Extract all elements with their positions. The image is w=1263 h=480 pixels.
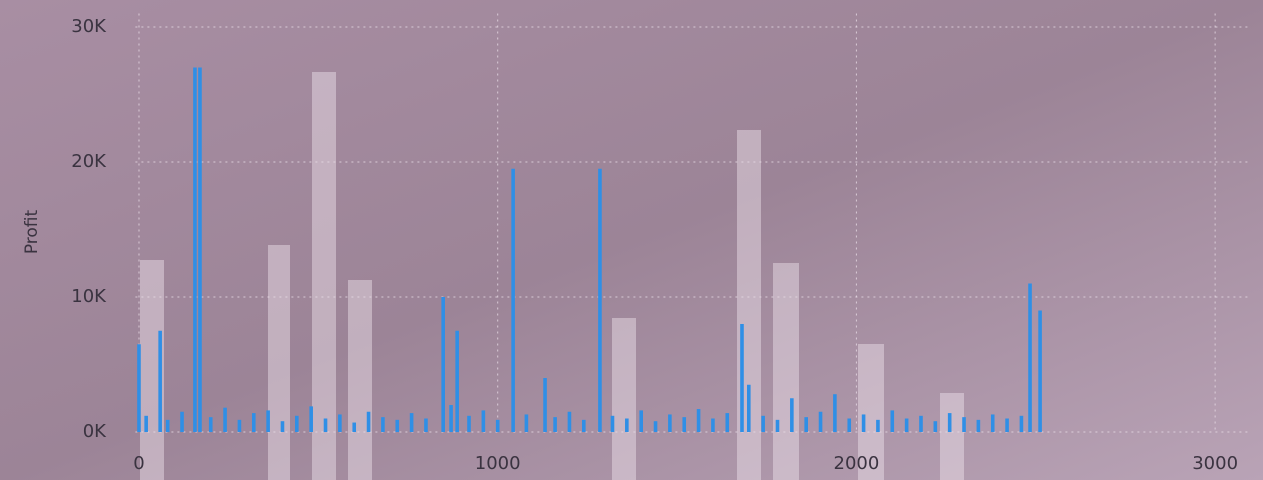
bar bbox=[581, 419, 586, 432]
bar bbox=[833, 394, 837, 432]
bar bbox=[919, 415, 923, 432]
bar bbox=[295, 415, 299, 432]
bar bbox=[933, 421, 938, 432]
bar bbox=[639, 410, 643, 432]
bar bbox=[208, 417, 213, 432]
bar bbox=[696, 409, 701, 432]
bar bbox=[747, 384, 751, 432]
deco-bar bbox=[858, 344, 884, 480]
x-tick-label: 1000 bbox=[475, 453, 521, 474]
bar bbox=[198, 67, 202, 432]
deco-bar bbox=[773, 263, 799, 480]
y-tick-label: 30K bbox=[71, 16, 107, 37]
bar bbox=[467, 415, 471, 432]
deco-bar bbox=[348, 280, 372, 480]
y-tick-label: 0K bbox=[83, 421, 107, 442]
bar bbox=[947, 413, 952, 432]
bar bbox=[553, 417, 557, 432]
bar bbox=[495, 419, 500, 432]
y-tick-label: 20K bbox=[71, 151, 107, 172]
bar bbox=[338, 414, 342, 432]
deco-bar bbox=[312, 72, 336, 480]
bar bbox=[266, 410, 270, 432]
bar bbox=[366, 411, 371, 432]
bar bbox=[223, 407, 227, 432]
bar bbox=[449, 405, 453, 432]
bar bbox=[158, 330, 162, 432]
y-tick-label: 10K bbox=[71, 286, 107, 307]
bar bbox=[653, 421, 658, 432]
bar bbox=[137, 344, 141, 432]
bar bbox=[144, 415, 148, 432]
bar bbox=[481, 410, 486, 432]
x-tick-label: 2000 bbox=[834, 453, 880, 474]
bar bbox=[395, 419, 400, 432]
bar bbox=[352, 422, 357, 432]
bar bbox=[625, 418, 629, 432]
bar bbox=[409, 413, 414, 432]
bar bbox=[381, 417, 385, 432]
bar bbox=[775, 419, 780, 432]
bar bbox=[567, 411, 572, 432]
bar bbox=[976, 419, 981, 432]
deco-bar bbox=[268, 245, 290, 480]
bar bbox=[711, 418, 715, 432]
bar bbox=[511, 168, 515, 432]
bar bbox=[725, 413, 730, 432]
bar bbox=[441, 297, 445, 432]
bar bbox=[847, 418, 852, 432]
bar bbox=[876, 419, 880, 432]
bar bbox=[524, 414, 529, 432]
bar bbox=[1028, 283, 1032, 432]
bar bbox=[1038, 310, 1042, 432]
bar bbox=[861, 414, 866, 432]
bar bbox=[543, 378, 547, 432]
x-tick-label: 0 bbox=[133, 453, 144, 474]
bar bbox=[1019, 415, 1024, 432]
deco-bar bbox=[940, 393, 964, 480]
bar bbox=[682, 417, 687, 432]
bar bbox=[790, 398, 794, 432]
bar bbox=[890, 410, 895, 432]
bar bbox=[280, 421, 285, 432]
bar bbox=[740, 324, 744, 432]
bar bbox=[455, 330, 459, 432]
bar bbox=[237, 419, 242, 432]
bar bbox=[598, 168, 602, 432]
x-tick-label: 3000 bbox=[1192, 453, 1238, 474]
deco-bar bbox=[612, 318, 636, 480]
bar bbox=[323, 418, 328, 432]
bar bbox=[1005, 418, 1009, 432]
bar bbox=[309, 406, 313, 432]
bar bbox=[193, 67, 197, 432]
bar bbox=[251, 413, 256, 432]
bar bbox=[962, 417, 966, 432]
bar bbox=[180, 411, 184, 432]
bar bbox=[761, 415, 765, 432]
bar bbox=[804, 417, 808, 432]
y-axis-title: Profit bbox=[22, 209, 42, 254]
bar bbox=[990, 414, 995, 432]
bar bbox=[165, 419, 170, 432]
bar bbox=[668, 414, 672, 432]
bar bbox=[904, 418, 909, 432]
bar bbox=[424, 418, 428, 432]
bar bbox=[610, 415, 615, 432]
bar bbox=[818, 411, 823, 432]
